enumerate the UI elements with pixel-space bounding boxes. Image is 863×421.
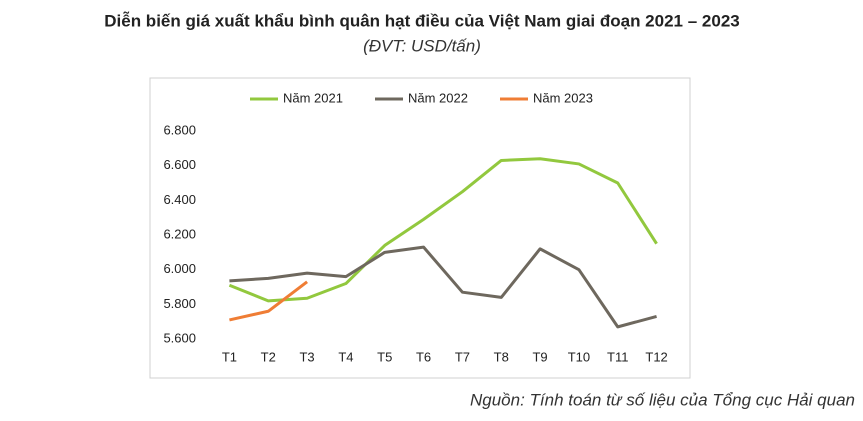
chart-title: Diễn biến giá xuất khẩu bình quân hạt đi… [104,11,739,30]
y-tick-label: 5.600 [163,330,196,345]
x-tick-label: T10 [568,349,590,364]
series-line [229,280,308,322]
x-tick-label: T6 [416,349,431,364]
y-tick-label: 6.200 [163,226,196,241]
legend-label: Năm 2022 [408,90,468,105]
series-line [229,245,657,329]
x-tick-label: T11 [607,349,628,364]
x-tick-label: T1 [222,349,237,364]
x-tick-label: T8 [494,349,509,364]
y-tick-label: 6.000 [163,261,196,276]
y-tick-label: 6.800 [163,122,196,137]
y-tick-label: 6.400 [163,192,196,207]
legend-label: Năm 2021 [283,90,343,105]
source-note: Nguồn: Tính toán từ số liệu của Tổng cục… [470,390,855,409]
y-tick-label: 5.800 [163,296,196,311]
x-tick-label: T9 [532,349,547,364]
x-tick-label: T3 [299,349,314,364]
legend-label: Năm 2023 [533,90,593,105]
x-tick-label: T12 [645,349,667,364]
chart-frame [149,77,691,379]
y-tick-label: 6.600 [163,157,196,172]
x-tick-label: T5 [377,349,392,364]
x-tick-label: T2 [261,349,276,364]
x-tick-label: T4 [338,349,353,364]
x-tick-label: T7 [455,349,470,364]
chart-subtitle: (ĐVT: USD/tấn) [363,36,481,55]
series-line [228,157,658,303]
